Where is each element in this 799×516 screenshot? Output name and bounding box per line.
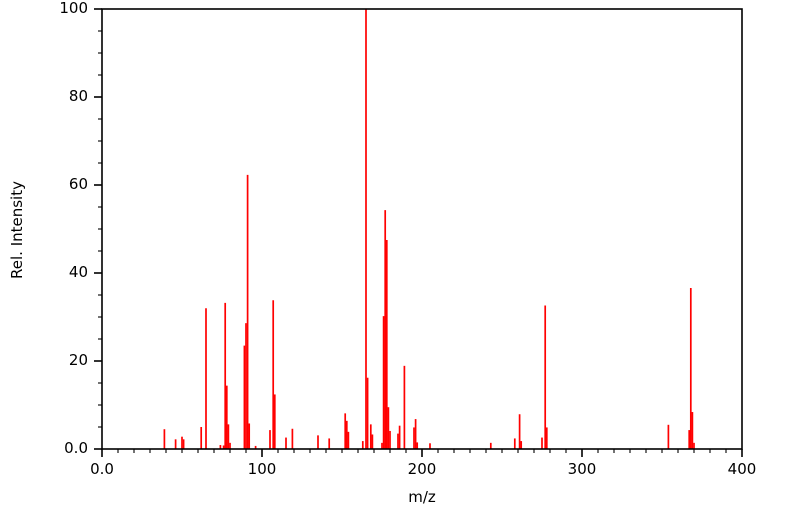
x-tick-label: 100: [247, 460, 277, 478]
y-tick-label: 40: [68, 263, 88, 281]
x-tick-label: 300: [567, 460, 597, 478]
y-tick-label: 0.0: [64, 439, 88, 457]
x-axis-label: m/z: [408, 488, 436, 506]
y-tick-label: 100: [59, 0, 88, 17]
x-tick-label: 400: [727, 460, 757, 478]
axes-spines: [101, 8, 743, 450]
y-axis-label: Rel. Intensity: [8, 181, 26, 279]
x-tick-label: 0.0: [90, 460, 114, 478]
y-tick-label: 60: [68, 175, 88, 193]
x-tick-label: 200: [407, 460, 437, 478]
y-tick-label: 20: [68, 351, 88, 369]
y-tick-label: 80: [68, 87, 88, 105]
